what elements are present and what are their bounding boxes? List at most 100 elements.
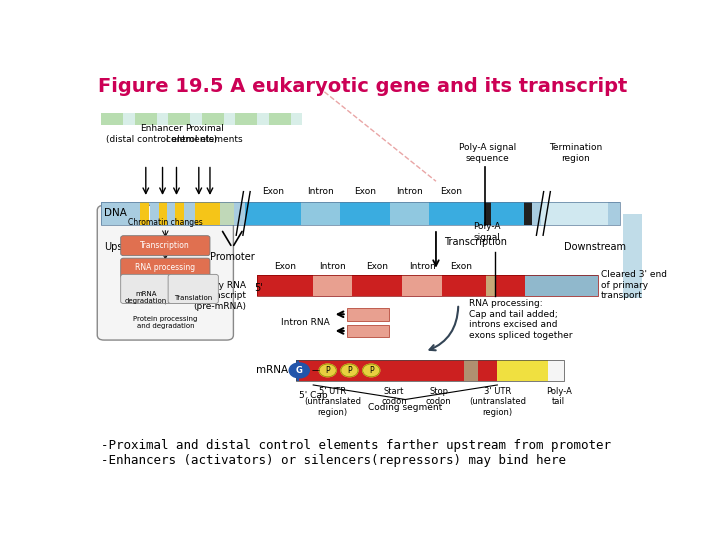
Text: P: P bbox=[347, 366, 352, 375]
Bar bbox=[402, 360, 414, 381]
Bar bbox=[220, 202, 234, 225]
Text: Translation: Translation bbox=[174, 295, 212, 301]
Text: Exon: Exon bbox=[441, 187, 462, 196]
Text: Intron RNA: Intron RNA bbox=[282, 318, 330, 327]
Text: Upstream: Upstream bbox=[104, 241, 152, 252]
FancyBboxPatch shape bbox=[121, 235, 210, 255]
Circle shape bbox=[289, 363, 310, 378]
Bar bbox=[313, 360, 352, 381]
Bar bbox=[101, 113, 302, 125]
Bar bbox=[158, 202, 167, 225]
Text: Exon: Exon bbox=[274, 261, 297, 271]
FancyBboxPatch shape bbox=[121, 258, 210, 278]
Text: Primary RNA
transcript
(pre-mRNA): Primary RNA transcript (pre-mRNA) bbox=[189, 281, 246, 311]
Bar bbox=[258, 275, 598, 295]
Bar bbox=[495, 275, 526, 295]
Text: Proximal
control elements: Proximal control elements bbox=[166, 124, 243, 144]
FancyBboxPatch shape bbox=[97, 205, 233, 340]
Bar bbox=[441, 275, 486, 295]
Bar bbox=[413, 360, 425, 381]
Bar bbox=[485, 202, 490, 225]
Text: RNA processing:
Cap and tail added;
introns excised and
exons spliced together: RNA processing: Cap and tail added; intr… bbox=[469, 299, 573, 340]
Text: Poly-A signal
sequence: Poly-A signal sequence bbox=[459, 143, 516, 163]
Bar bbox=[352, 275, 402, 295]
Bar bbox=[495, 360, 498, 381]
Text: mRNA: mRNA bbox=[256, 366, 288, 375]
Text: 5' UTR
(untranslated
region): 5' UTR (untranslated region) bbox=[305, 387, 361, 417]
Text: G: G bbox=[296, 366, 302, 375]
Text: P: P bbox=[369, 366, 374, 375]
Bar bbox=[464, 360, 478, 381]
Bar bbox=[533, 202, 541, 225]
Text: Figure 19.5 A eukaryotic gene and its transcript: Figure 19.5 A eukaryotic gene and its tr… bbox=[99, 77, 628, 96]
Text: DNA: DNA bbox=[104, 208, 127, 219]
Text: Intron: Intron bbox=[320, 261, 346, 271]
Text: Stop
codon: Stop codon bbox=[426, 387, 451, 407]
Bar bbox=[447, 360, 464, 381]
Text: 5' Cap: 5' Cap bbox=[299, 391, 328, 400]
Bar bbox=[167, 202, 176, 225]
Text: -Proximal and distal control elements farther upstream from promoter
-Enhancers : -Proximal and distal control elements fa… bbox=[101, 439, 611, 467]
Bar bbox=[101, 202, 620, 225]
Bar bbox=[524, 202, 533, 225]
FancyBboxPatch shape bbox=[168, 274, 218, 303]
Text: 3' UTR
(untranslated
region): 3' UTR (untranslated region) bbox=[469, 387, 526, 417]
Text: Coding segment: Coding segment bbox=[368, 403, 442, 412]
Text: mRNA
degradation: mRNA degradation bbox=[125, 291, 167, 304]
Text: Intron: Intron bbox=[409, 261, 436, 271]
Text: Start
codon: Start codon bbox=[382, 387, 407, 407]
Text: Transcription: Transcription bbox=[444, 237, 508, 247]
Bar bbox=[352, 360, 402, 381]
Text: Exon: Exon bbox=[366, 261, 388, 271]
Bar bbox=[526, 275, 598, 295]
Text: Protein processing
and degradation: Protein processing and degradation bbox=[133, 316, 197, 329]
Bar bbox=[258, 275, 313, 295]
Bar bbox=[150, 202, 158, 225]
Bar bbox=[541, 202, 608, 225]
Bar bbox=[135, 113, 157, 125]
Text: Exon: Exon bbox=[354, 187, 376, 196]
Bar bbox=[486, 275, 495, 295]
Bar bbox=[297, 360, 564, 381]
Bar bbox=[101, 202, 620, 225]
Text: Chromatin changes: Chromatin changes bbox=[128, 218, 203, 227]
Bar bbox=[498, 360, 547, 381]
Bar bbox=[168, 113, 190, 125]
Text: Intron: Intron bbox=[307, 187, 334, 196]
Text: Transcription: Transcription bbox=[140, 241, 190, 250]
Bar bbox=[245, 202, 301, 225]
Bar bbox=[235, 113, 258, 125]
Bar bbox=[297, 360, 300, 381]
Bar bbox=[313, 275, 352, 295]
Bar bbox=[429, 202, 474, 225]
Bar bbox=[176, 202, 184, 225]
Bar bbox=[301, 202, 340, 225]
Bar bbox=[478, 360, 495, 381]
Text: Promoter: Promoter bbox=[210, 252, 255, 262]
Bar bbox=[195, 202, 203, 225]
Bar bbox=[340, 202, 390, 225]
Text: Cleared 3' end
of primary
transport: Cleared 3' end of primary transport bbox=[600, 271, 667, 300]
Bar bbox=[402, 275, 441, 295]
Bar bbox=[623, 214, 642, 298]
Circle shape bbox=[363, 364, 379, 377]
Bar bbox=[234, 202, 245, 225]
Bar bbox=[203, 202, 212, 225]
Bar bbox=[474, 202, 485, 225]
Bar bbox=[101, 113, 124, 125]
Bar bbox=[140, 202, 148, 225]
Text: Termination
region: Termination region bbox=[549, 143, 602, 163]
Bar bbox=[300, 360, 313, 381]
Bar bbox=[425, 360, 447, 381]
Text: Poly-A
signal: Poly-A signal bbox=[474, 222, 501, 241]
FancyBboxPatch shape bbox=[121, 274, 171, 303]
Circle shape bbox=[319, 364, 336, 377]
Text: 5': 5' bbox=[255, 284, 264, 294]
Text: Downstream: Downstream bbox=[564, 241, 626, 252]
Bar bbox=[390, 202, 429, 225]
Bar bbox=[269, 113, 291, 125]
Text: RNA processing: RNA processing bbox=[135, 263, 195, 272]
Text: P: P bbox=[325, 366, 330, 375]
Bar bbox=[202, 113, 224, 125]
Bar bbox=[490, 202, 524, 225]
